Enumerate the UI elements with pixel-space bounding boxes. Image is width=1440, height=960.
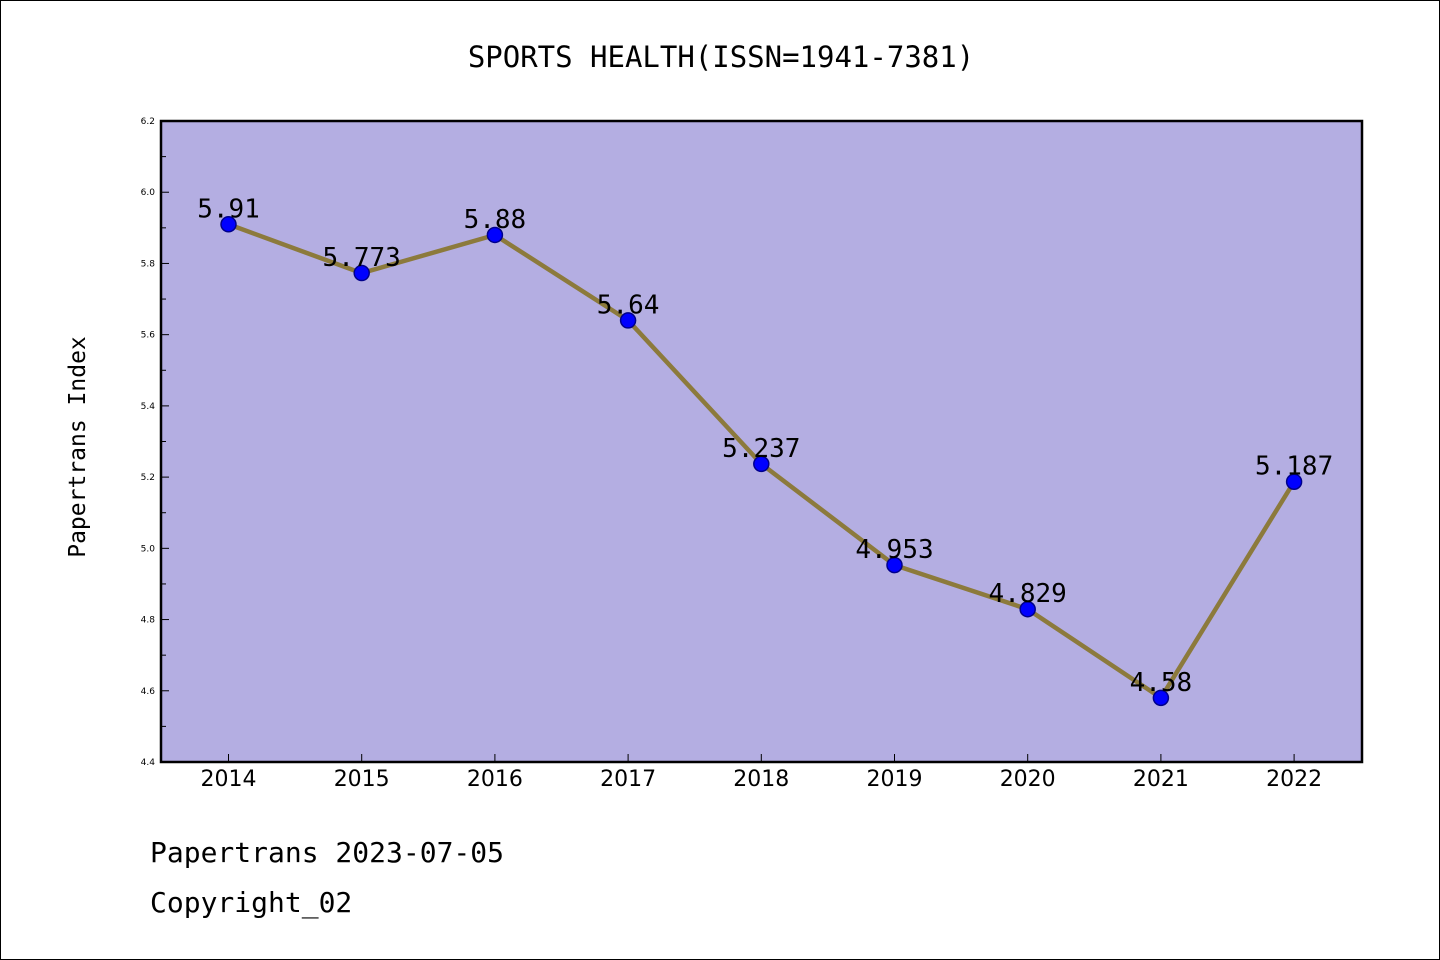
- y-tick-label: 6.2: [141, 117, 155, 127]
- data-labels: 5.91 5.773 5.88 5.64 5.237 4.953 4.829 4.58 5.18…: [197, 194, 1333, 698]
- y-axis: 4.4 4.6 4.8 5.0 5.2 5.4 5.6 5.8 6.0 6.2: [141, 117, 169, 768]
- data-label: 5.88: [464, 205, 527, 235]
- x-tick-label: 2015: [334, 767, 390, 792]
- y-tick-label: 4.6: [141, 687, 156, 697]
- y-tick-label: 6.0: [141, 188, 156, 198]
- plot-area: [159, 119, 1364, 764]
- x-tick-label: 2020: [1000, 767, 1056, 792]
- data-label: 5.773: [323, 243, 401, 273]
- data-label: 4.953: [855, 535, 933, 565]
- x-axis: 2014 2015 2016 2017 2018 2019 2020 2021 2022: [201, 754, 1322, 792]
- data-label: 5.237: [722, 434, 800, 464]
- x-tick-label: 2014: [201, 767, 257, 792]
- data-point: [486, 226, 504, 244]
- data-point: [1019, 600, 1036, 618]
- data-point: [1285, 473, 1303, 490]
- x-tick-label: 2016: [467, 767, 523, 792]
- y-tick-label: 5.8: [141, 259, 156, 269]
- data-point: [353, 264, 370, 282]
- y-axis-label: Papertrans Index: [65, 336, 91, 558]
- footer-copyright: Copyright_02: [150, 886, 353, 919]
- footer-date: Papertrans 2023-07-05: [150, 836, 505, 869]
- data-label: 5.91: [197, 194, 260, 224]
- y-tick-label: 4.8: [141, 616, 156, 626]
- x-tick-label: 2018: [733, 767, 789, 792]
- x-tick-label: 2017: [600, 767, 656, 792]
- data-label: 4.829: [989, 579, 1067, 609]
- data-point: [1152, 689, 1170, 707]
- x-tick-label: 2022: [1266, 767, 1322, 792]
- y-tick-label: 5.4: [141, 402, 156, 412]
- data-label: 5.64: [597, 290, 660, 320]
- x-tick-label: 2019: [867, 767, 923, 792]
- y-tick-label: 5.2: [141, 473, 155, 483]
- data-point: [619, 312, 637, 329]
- y-tick-label: 4.4: [141, 758, 156, 768]
- data-point: [220, 216, 237, 233]
- y-tick-label: 5.6: [141, 331, 156, 341]
- data-point: [753, 455, 770, 473]
- data-label: 5.187: [1255, 452, 1333, 482]
- chart-title: SPORTS HEALTH(ISSN=1941-7381): [468, 40, 974, 74]
- y-tick-label: 5.0: [141, 544, 156, 554]
- x-tick-label: 2021: [1133, 767, 1189, 792]
- data-markers: [220, 216, 1303, 707]
- data-point: [886, 556, 903, 574]
- data-label: 4.58: [1130, 668, 1193, 698]
